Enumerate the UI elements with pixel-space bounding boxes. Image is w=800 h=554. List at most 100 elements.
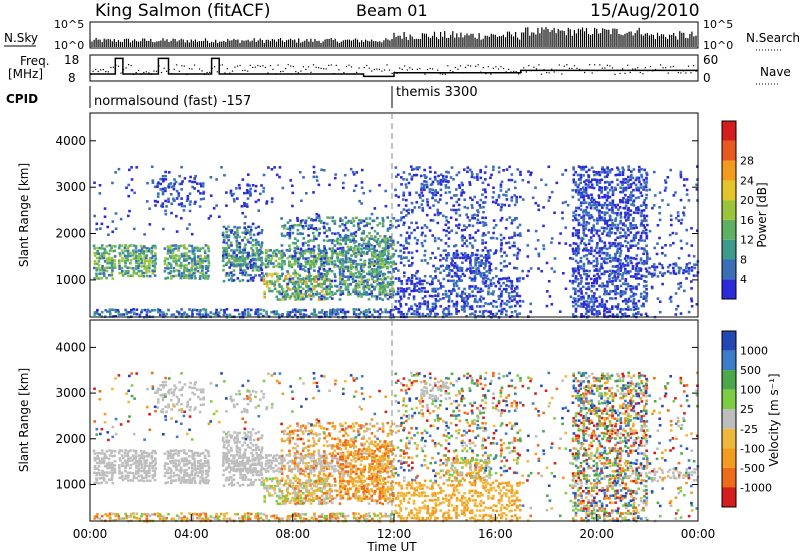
power-cell xyxy=(392,243,396,247)
power-cell xyxy=(529,310,533,314)
power-cell xyxy=(645,275,648,278)
nave-sample xyxy=(193,64,196,66)
power-cell xyxy=(185,313,189,316)
power-cell xyxy=(405,209,409,212)
power-cell xyxy=(632,297,636,301)
power-cell xyxy=(505,194,508,197)
power-cell xyxy=(595,246,598,250)
power-cell xyxy=(293,224,296,227)
power-cell xyxy=(514,287,517,290)
power-cell xyxy=(373,275,376,279)
power-cell xyxy=(588,308,592,311)
power-cell xyxy=(265,272,268,276)
power-cell xyxy=(640,231,644,235)
power-cell xyxy=(471,236,475,240)
power-cell xyxy=(410,201,414,205)
power-cell xyxy=(619,290,623,293)
power-cell xyxy=(199,257,202,261)
power-cell xyxy=(635,262,639,266)
power-cell xyxy=(315,228,319,232)
power-cell xyxy=(478,290,482,293)
power-cell xyxy=(603,181,607,184)
power-cell xyxy=(254,241,258,245)
power-cell xyxy=(194,267,197,271)
nave-sample xyxy=(183,65,185,67)
power-cell xyxy=(325,222,329,226)
power-cell xyxy=(96,312,100,316)
power-cell xyxy=(140,271,144,275)
power-cell xyxy=(154,204,157,207)
power-cell xyxy=(516,279,519,283)
power-cell xyxy=(611,269,615,273)
power-cell xyxy=(582,188,586,192)
power-cell xyxy=(343,267,347,271)
power-cell xyxy=(624,231,627,234)
power-cell xyxy=(461,308,464,311)
power-cell xyxy=(297,283,300,286)
nave-sample xyxy=(373,68,375,71)
power-cell xyxy=(346,260,350,264)
power-cell xyxy=(442,313,446,316)
power-cell xyxy=(127,245,130,248)
power-cell xyxy=(354,308,358,311)
power-cell xyxy=(610,307,614,310)
power-cell xyxy=(627,247,630,250)
nave-sample xyxy=(642,73,644,75)
power-cell xyxy=(103,247,106,251)
power-cell xyxy=(147,262,151,265)
power-cell xyxy=(484,233,487,237)
power-cell xyxy=(502,236,506,240)
power-cell xyxy=(447,171,450,174)
power-cell xyxy=(384,262,388,265)
power-cell xyxy=(582,214,586,217)
power-cell xyxy=(584,188,588,192)
power-cell xyxy=(147,270,151,273)
power-cell xyxy=(636,231,640,234)
power-cell xyxy=(500,290,504,293)
power-cell xyxy=(577,190,581,194)
power-cell xyxy=(527,229,530,232)
nave-sample xyxy=(665,67,667,69)
power-cell xyxy=(457,184,461,187)
power-cell xyxy=(469,259,472,262)
power-cell xyxy=(505,254,509,257)
power-cell xyxy=(621,166,625,170)
power-cell xyxy=(378,287,382,291)
power-cell xyxy=(598,186,602,189)
power-cell xyxy=(344,288,348,291)
power-cell xyxy=(595,251,599,255)
power-cell xyxy=(175,264,178,267)
power-cell xyxy=(572,242,576,245)
power-cell xyxy=(479,300,483,303)
power-cell xyxy=(476,287,480,290)
power-cell xyxy=(262,314,265,318)
power-cell xyxy=(489,236,493,240)
power-cell xyxy=(400,280,403,283)
power-cell xyxy=(278,250,281,253)
power-cell xyxy=(347,250,350,253)
power-cell xyxy=(349,270,353,274)
power-heatmap xyxy=(92,165,700,319)
power-cell xyxy=(222,264,226,268)
power-cell xyxy=(595,297,598,300)
power-cell xyxy=(309,252,313,255)
power-cell xyxy=(484,216,488,220)
power-cell xyxy=(347,283,350,286)
power-cell xyxy=(288,225,292,228)
power-cell xyxy=(687,266,691,270)
power-cell xyxy=(655,252,659,256)
nave-sample xyxy=(105,71,107,73)
power-cell xyxy=(260,278,263,282)
power-cell xyxy=(431,180,435,184)
power-cell xyxy=(587,194,590,197)
power-cell xyxy=(454,244,458,247)
power-cell xyxy=(433,315,437,318)
power-cell xyxy=(339,310,343,314)
power-cell xyxy=(199,265,202,268)
power-cell xyxy=(436,180,440,183)
power-cell xyxy=(193,246,197,250)
power-cell xyxy=(515,198,519,201)
power-cell xyxy=(331,232,334,235)
power-cell xyxy=(107,256,111,260)
power-cell xyxy=(490,173,493,177)
